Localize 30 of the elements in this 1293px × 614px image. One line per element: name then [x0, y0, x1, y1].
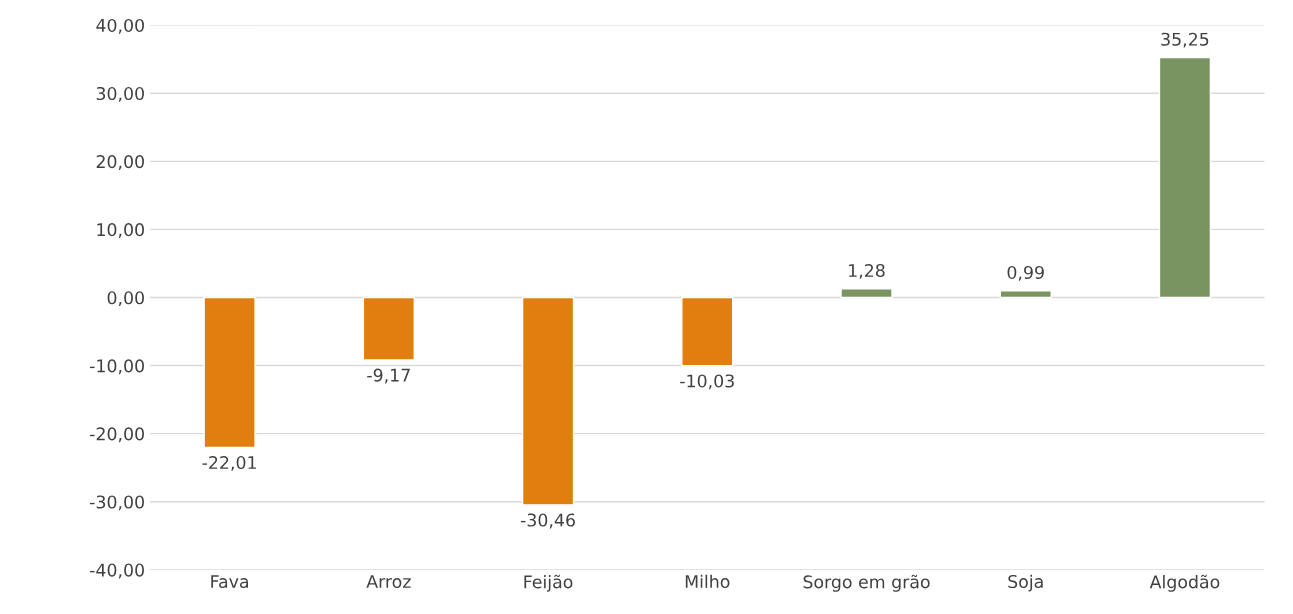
y-tick-label: 40,00: [96, 18, 144, 34]
x-tick-label: Feijão: [524, 574, 573, 592]
x-tick-label: Fava: [211, 575, 248, 589]
bar: [362, 296, 415, 361]
x-tick-label: Milho: [685, 574, 730, 589]
data-label: 35,25: [1161, 32, 1209, 48]
data-label: -9,17: [367, 368, 410, 384]
y-tick-label: -10,00: [90, 359, 144, 375]
bar: [999, 290, 1052, 299]
x-tick-label: Soja: [1008, 574, 1043, 592]
y-tick-label: -40,00: [90, 563, 144, 579]
y-tick-label: 20,00: [96, 155, 144, 170]
data-label: -30,46: [520, 513, 575, 529]
x-tick-label: Sorgo em grão: [803, 574, 930, 592]
data-label: -10,03: [680, 374, 734, 390]
bar: [521, 296, 575, 506]
bar: [203, 296, 256, 449]
bar: [1158, 56, 1212, 299]
y-tick-label: 30,00: [96, 86, 144, 102]
bar: [681, 296, 734, 367]
bar: [840, 288, 893, 299]
data-label: 0,99: [1007, 265, 1044, 281]
y-tick-label: 0,00: [107, 291, 144, 307]
x-tick-label: Algodão: [1149, 574, 1220, 592]
y-tick-label: -30,00: [90, 495, 144, 511]
x-tick-label: Arroz: [366, 575, 411, 589]
y-tick-label: 10,00: [97, 223, 144, 239]
y-tick-label: -20,00: [90, 427, 144, 443]
data-label: -22,01: [202, 455, 256, 471]
data-label: 1,28: [849, 263, 885, 279]
